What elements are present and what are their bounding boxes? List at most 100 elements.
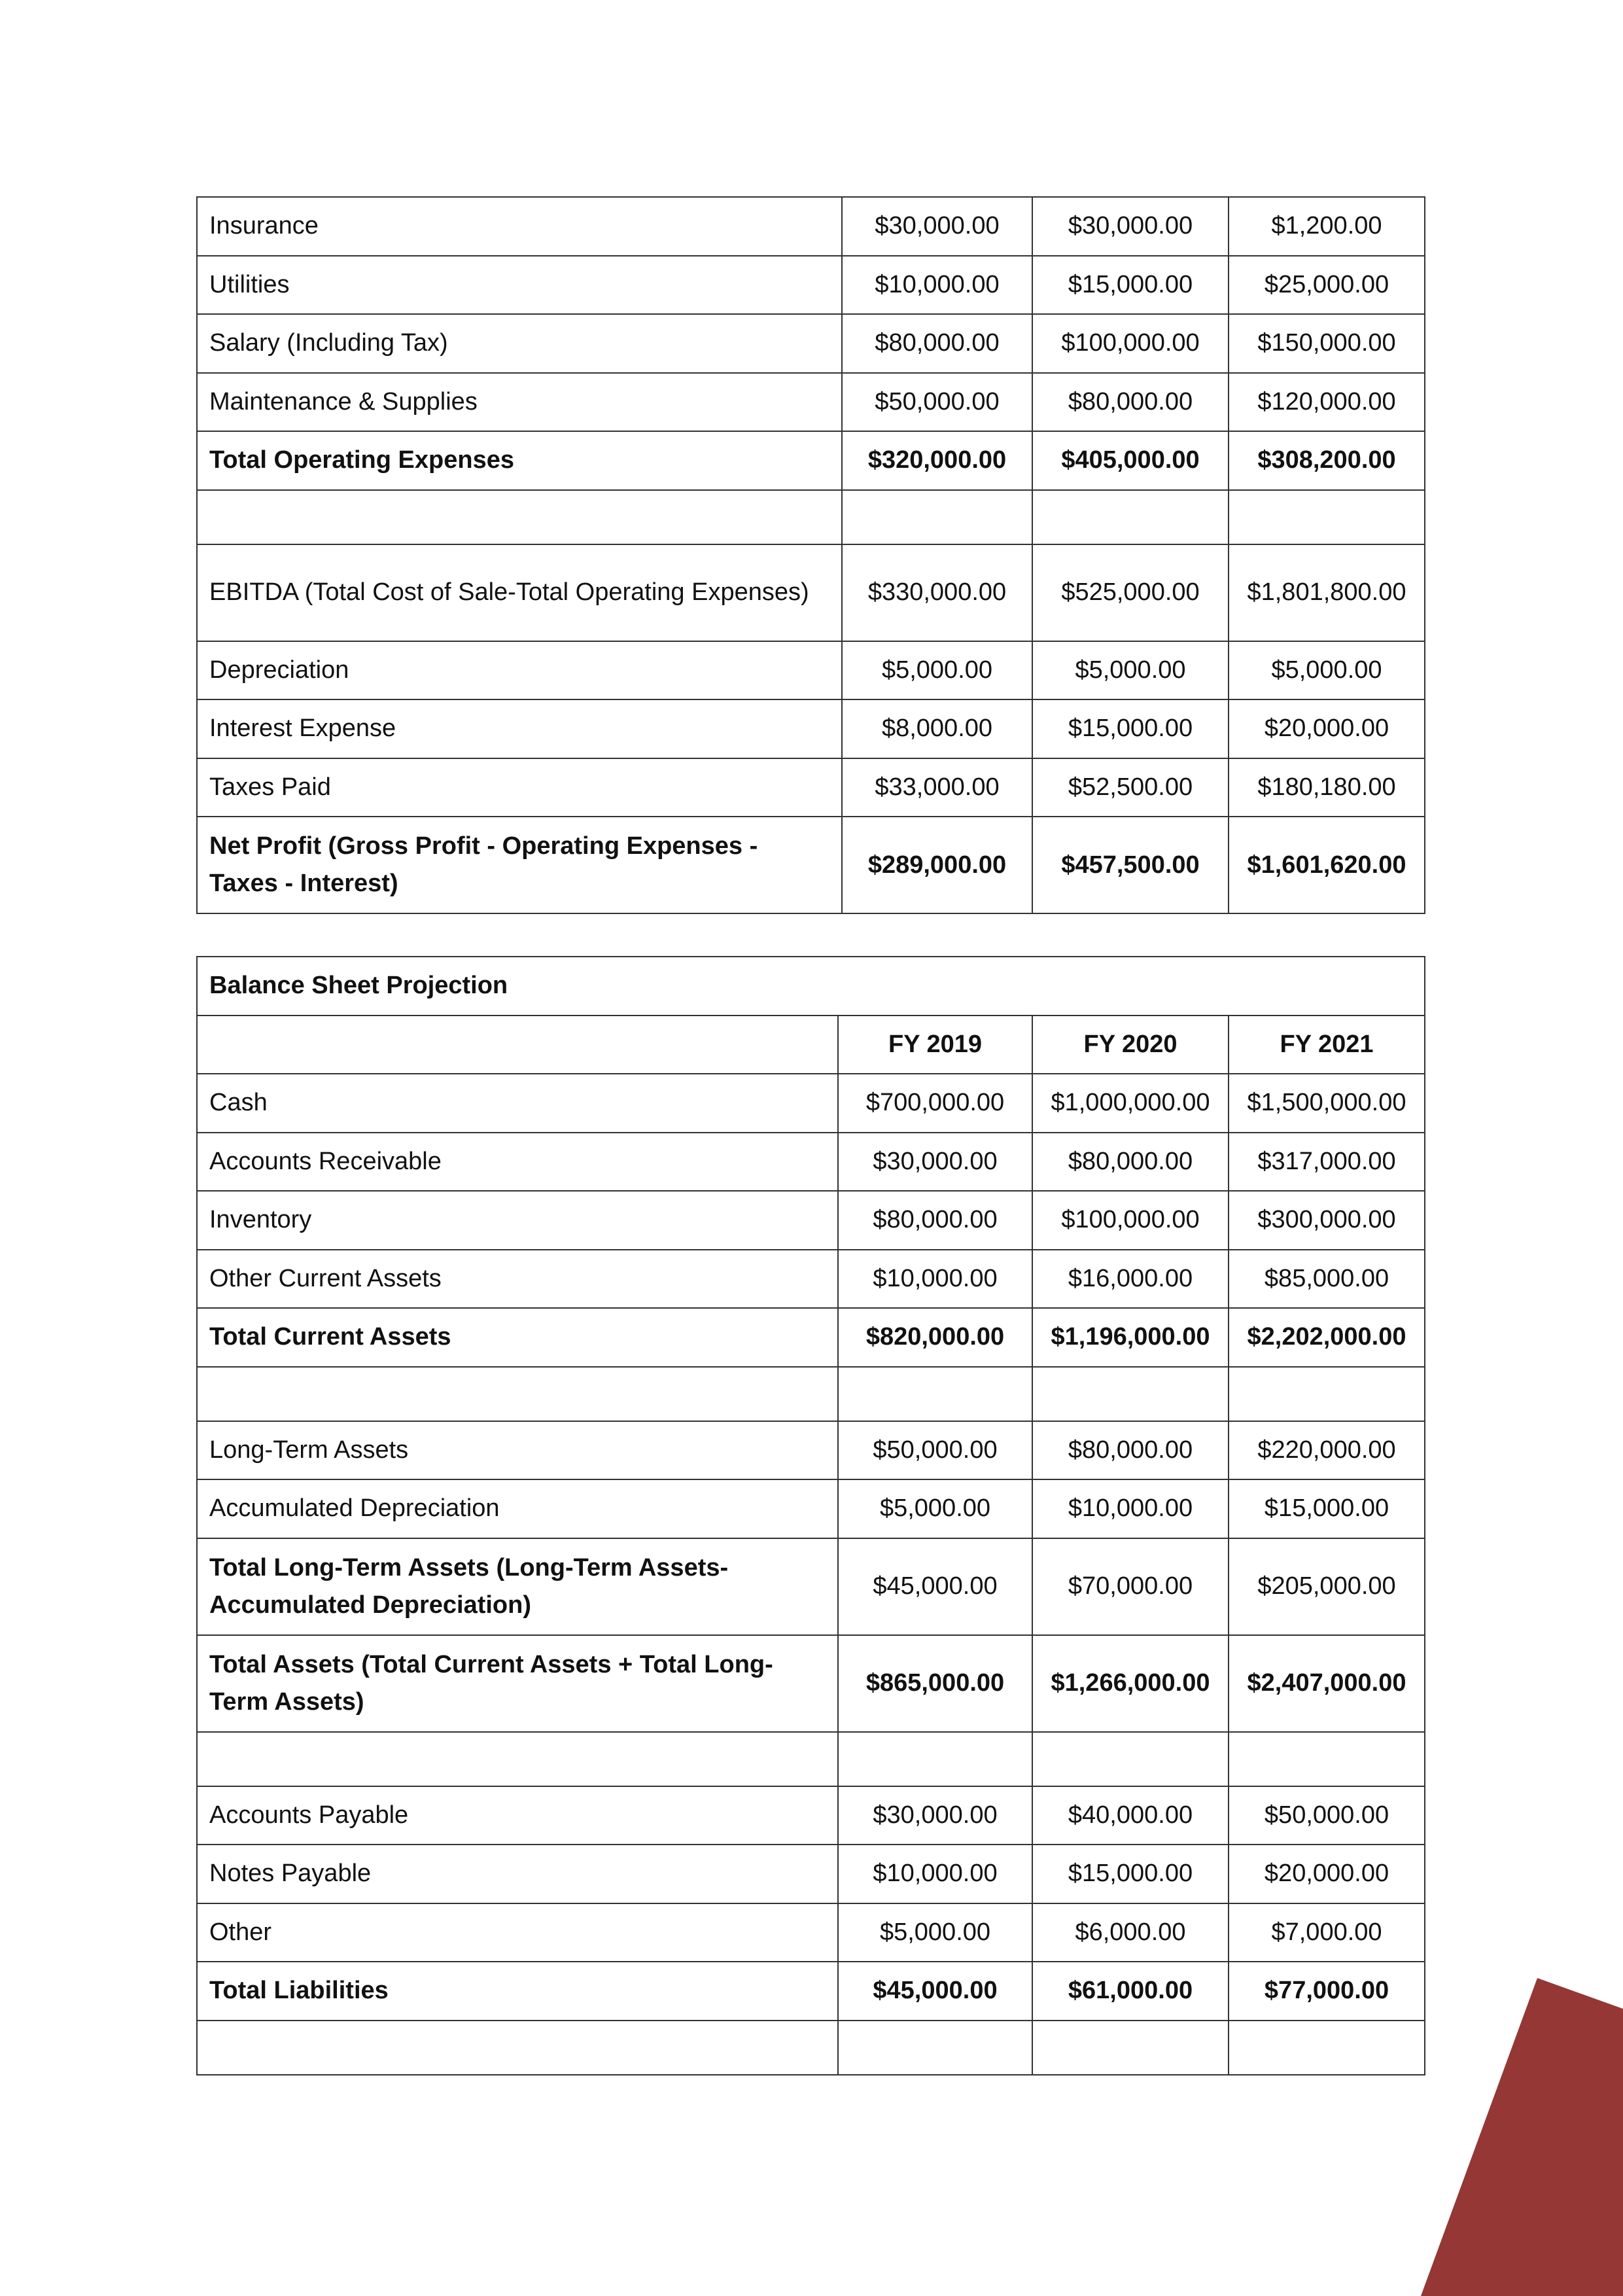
value-cell: $30,000.00: [837, 1131, 1033, 1192]
value-cell: $10,000.00: [837, 1844, 1033, 1904]
value-cell: $45,000.00: [837, 1961, 1033, 2021]
row-label: EBITDA (Total Cost of Sale-Total Operati…: [196, 543, 843, 642]
value-cell: $865,000.00: [837, 1634, 1033, 1733]
value-cell: $308,200.00: [1228, 431, 1425, 491]
value-cell: $525,000.00: [1032, 543, 1229, 642]
value-cell: $80,000.00: [1032, 1420, 1229, 1480]
value-cell: $40,000.00: [1032, 1785, 1229, 1845]
value-cell: $20,000.00: [1227, 1844, 1426, 1904]
value-cell: [1032, 1731, 1229, 1787]
value-cell: $1,500,000.00: [1227, 1073, 1426, 1133]
value-cell: [1227, 1731, 1426, 1787]
balance-sheet-table: Balance Sheet Projection FY 2019 FY 2020…: [196, 956, 1426, 2075]
header-cell: FY 2021: [1227, 1014, 1426, 1074]
value-cell: $1,601,620.00: [1228, 816, 1425, 914]
row-label: Net Profit (Gross Profit - Operating Exp…: [196, 816, 843, 914]
header-row: FY 2019 FY 2020 FY 2021: [196, 1014, 1426, 1074]
value-cell: [1032, 489, 1229, 545]
value-cell: $30,000.00: [841, 196, 1033, 256]
table-row: Accounts Payable $30,000.00 $40,000.00 $50,…: [196, 1785, 1426, 1845]
value-cell: [1227, 1366, 1426, 1422]
row-label: Maintenance & Supplies: [196, 372, 843, 432]
value-cell: $5,000.00: [837, 1479, 1033, 1539]
value-cell: [1228, 489, 1425, 545]
value-cell: $2,202,000.00: [1227, 1307, 1426, 1368]
value-cell: $20,000.00: [1228, 699, 1425, 759]
row-label: Insurance: [196, 196, 843, 256]
table-row: Other $5,000.00 $6,000.00 $7,000.00: [196, 1902, 1426, 1962]
empty-row: [196, 2019, 1426, 2075]
row-label: [196, 1366, 839, 1422]
header-cell: [196, 1014, 839, 1074]
value-cell: $10,000.00: [837, 1248, 1033, 1309]
value-cell: $15,000.00: [1032, 255, 1229, 315]
value-cell: $1,801,800.00: [1228, 543, 1425, 642]
row-label: Accounts Payable: [196, 1785, 839, 1845]
value-cell: $52,500.00: [1032, 757, 1229, 817]
value-cell: [1032, 1366, 1229, 1422]
value-cell: $100,000.00: [1032, 313, 1229, 374]
table-row: Utilities $10,000.00 $15,000.00 $25,000.00: [196, 255, 1425, 315]
row-label: Total Assets (Total Current Assets + Tot…: [196, 1634, 839, 1733]
empty-row: [196, 1366, 1426, 1422]
table-row: Depreciation $5,000.00 $5,000.00 $5,000.00: [196, 640, 1425, 700]
value-cell: $16,000.00: [1032, 1248, 1229, 1309]
value-cell: $1,196,000.00: [1032, 1307, 1229, 1368]
value-cell: $1,200.00: [1228, 196, 1425, 256]
value-cell: $10,000.00: [1032, 1479, 1229, 1539]
value-cell: $405,000.00: [1032, 431, 1229, 491]
table-row: Long-Term Assets $50,000.00 $80,000.00 $220…: [196, 1420, 1426, 1480]
table-row: Inventory $80,000.00 $100,000.00 $300,000.0…: [196, 1190, 1426, 1250]
row-label: [196, 489, 843, 545]
row-label: Notes Payable: [196, 1844, 839, 1904]
row-label: Long-Term Assets: [196, 1420, 839, 1480]
table-row: Total Operating Expenses $320,000.00 $405,…: [196, 431, 1425, 491]
value-cell: [837, 1366, 1033, 1422]
table-row: Total Current Assets $820,000.00 $1,196,00…: [196, 1307, 1426, 1368]
value-cell: $289,000.00: [841, 816, 1033, 914]
value-cell: $457,500.00: [1032, 816, 1229, 914]
value-cell: $330,000.00: [841, 543, 1033, 642]
row-label: Accumulated Depreciation: [196, 1479, 839, 1539]
row-label: Cash: [196, 1073, 839, 1133]
value-cell: $317,000.00: [1227, 1131, 1426, 1192]
value-cell: $820,000.00: [837, 1307, 1033, 1368]
value-cell: $15,000.00: [1032, 699, 1229, 759]
table-title-row: Balance Sheet Projection: [196, 956, 1426, 1016]
value-cell: $100,000.00: [1032, 1190, 1229, 1250]
row-label: Taxes Paid: [196, 757, 843, 817]
row-label: Utilities: [196, 255, 843, 315]
table-row: Total Long-Term Assets (Long-Term Assets…: [196, 1537, 1426, 1636]
value-cell: [837, 2019, 1033, 2075]
row-label: Total Long-Term Assets (Long-Term Assets…: [196, 1537, 839, 1636]
value-cell: $80,000.00: [837, 1190, 1033, 1250]
row-label: Total Operating Expenses: [196, 431, 843, 491]
value-cell: $45,000.00: [837, 1537, 1033, 1636]
row-label: Other Current Assets: [196, 1248, 839, 1309]
row-label: Depreciation: [196, 640, 843, 700]
value-cell: [1227, 2019, 1426, 2075]
value-cell: $205,000.00: [1227, 1537, 1426, 1636]
value-cell: $5,000.00: [837, 1902, 1033, 1962]
header-cell: FY 2020: [1032, 1014, 1229, 1074]
header-cell: FY 2019: [837, 1014, 1033, 1074]
value-cell: $85,000.00: [1227, 1248, 1426, 1309]
table-row: Accounts Receivable $30,000.00 $80,000.00 $…: [196, 1131, 1426, 1192]
row-label: Accounts Receivable: [196, 1131, 839, 1192]
table-row: Notes Payable $10,000.00 $15,000.00 $20,000…: [196, 1844, 1426, 1904]
value-cell: $2,407,000.00: [1227, 1634, 1426, 1733]
value-cell: $70,000.00: [1032, 1537, 1229, 1636]
value-cell: $6,000.00: [1032, 1902, 1229, 1962]
value-cell: $1,266,000.00: [1032, 1634, 1229, 1733]
value-cell: $180,180.00: [1228, 757, 1425, 817]
row-label: Salary (Including Tax): [196, 313, 843, 374]
value-cell: $80,000.00: [1032, 372, 1229, 432]
value-cell: $5,000.00: [1032, 640, 1229, 700]
table-row: Total Liabilities $45,000.00 $61,000.00 $77…: [196, 1961, 1426, 2021]
table-row: Taxes Paid $33,000.00 $52,500.00 $180,180.0…: [196, 757, 1425, 817]
table-row: Maintenance & Supplies $50,000.00 $80,000.…: [196, 372, 1425, 432]
value-cell: $150,000.00: [1228, 313, 1425, 374]
value-cell: $5,000.00: [841, 640, 1033, 700]
value-cell: $50,000.00: [1227, 1785, 1426, 1845]
